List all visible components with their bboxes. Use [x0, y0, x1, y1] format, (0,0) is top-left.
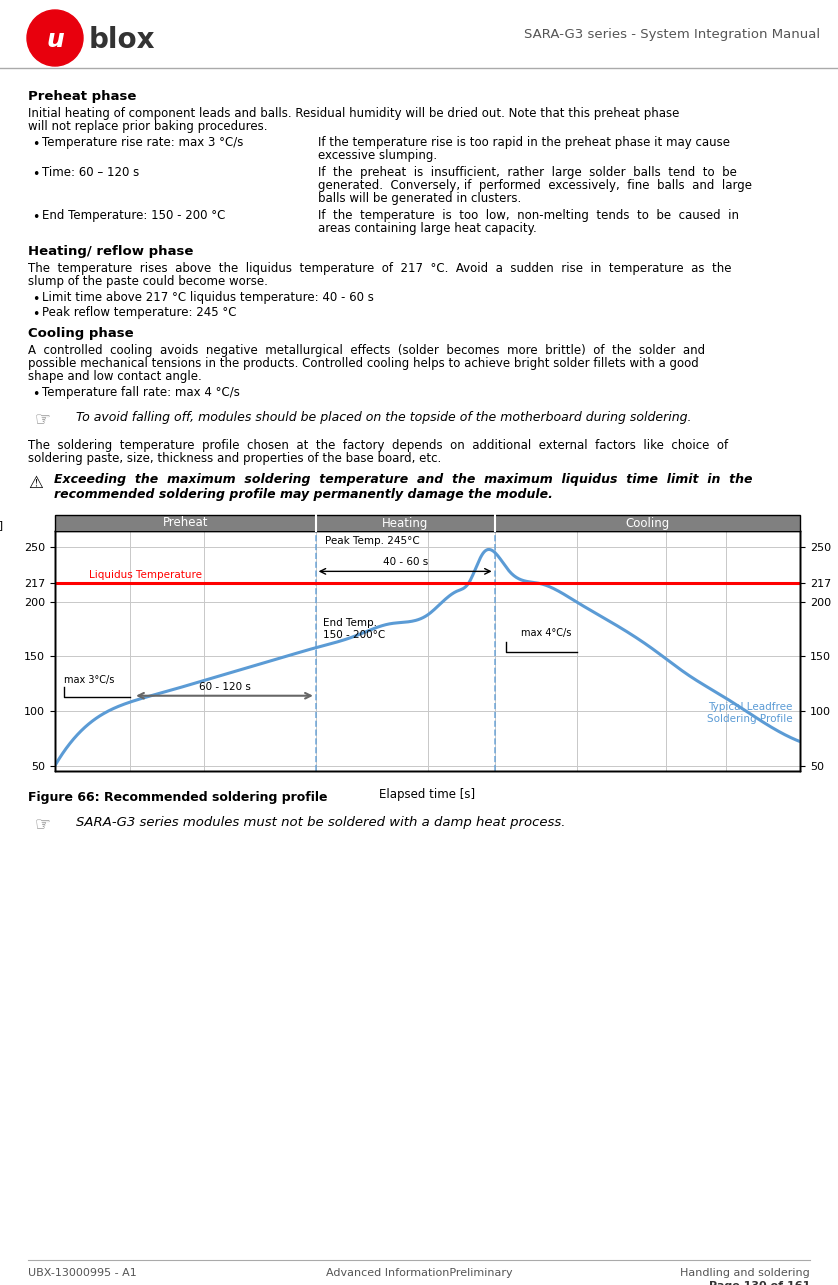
Text: UBX-13000995 - A1: UBX-13000995 - A1 [28, 1268, 137, 1279]
Text: ☞: ☞ [34, 815, 50, 833]
Text: max 3°C/s: max 3°C/s [64, 675, 114, 685]
Text: Exceeding  the  maximum  soldering  temperature  and  the  maximum  liquidus  ti: Exceeding the maximum soldering temperat… [54, 473, 753, 486]
Text: Heating: Heating [382, 517, 428, 529]
Text: •: • [32, 388, 39, 401]
Text: ⚠: ⚠ [28, 474, 43, 492]
Text: Preheat phase: Preheat phase [28, 90, 137, 103]
Text: Preheat: Preheat [163, 517, 208, 529]
Text: SARA-G3 series modules must not be soldered with a damp heat process.: SARA-G3 series modules must not be solde… [76, 816, 566, 829]
Text: u: u [46, 28, 64, 51]
Text: To avoid falling off, modules should be placed on the topside of the motherboard: To avoid falling off, modules should be … [76, 411, 691, 424]
Text: Advanced InformationPreliminary: Advanced InformationPreliminary [326, 1268, 512, 1279]
Text: balls will be generated in clusters.: balls will be generated in clusters. [318, 191, 521, 206]
Text: Temperature rise rate: max 3 °C/s: Temperature rise rate: max 3 °C/s [42, 136, 243, 149]
Text: The  temperature  rises  above  the  liquidus  temperature  of  217  °C.  Avoid : The temperature rises above the liquidus… [28, 262, 732, 275]
Text: End Temperature: 150 - 200 °C: End Temperature: 150 - 200 °C [42, 209, 225, 222]
Text: soldering paste, size, thickness and properties of the base board, etc.: soldering paste, size, thickness and pro… [28, 452, 442, 465]
Text: possible mechanical tensions in the products. Controlled cooling helps to achiev: possible mechanical tensions in the prod… [28, 357, 699, 370]
Text: Elapsed time [s]: Elapsed time [s] [380, 788, 475, 801]
Text: Page 130 of 161: Page 130 of 161 [709, 1281, 810, 1285]
Text: Liquidus Temperature: Liquidus Temperature [89, 571, 201, 580]
Text: 40 - 60 s: 40 - 60 s [382, 556, 427, 567]
Text: Handling and soldering: Handling and soldering [680, 1268, 810, 1279]
Text: If  the  temperature  is  too  low,  non-melting  tends  to  be  caused  in: If the temperature is too low, non-melti… [318, 209, 739, 222]
Text: recommended soldering profile may permanently damage the module.: recommended soldering profile may perman… [54, 488, 553, 501]
Text: blox: blox [89, 26, 156, 54]
Text: Cooling phase: Cooling phase [28, 326, 133, 341]
Text: Initial heating of component leads and balls. Residual humidity will be dried ou: Initial heating of component leads and b… [28, 107, 680, 120]
Text: Cooling: Cooling [625, 517, 670, 529]
Text: If  the  preheat  is  insufficient,  rather  large  solder  balls  tend  to  be: If the preheat is insufficient, rather l… [318, 166, 737, 179]
Text: •: • [32, 293, 39, 306]
Text: areas containing large heat capacity.: areas containing large heat capacity. [318, 222, 537, 235]
Text: Limit time above 217 °C liquidus temperature: 40 - 60 s: Limit time above 217 °C liquidus tempera… [42, 290, 374, 305]
Text: The  soldering  temperature  profile  chosen  at  the  factory  depends  on  add: The soldering temperature profile chosen… [28, 439, 728, 452]
Text: A  controlled  cooling  avoids  negative  metallurgical  effects  (solder  becom: A controlled cooling avoids negative met… [28, 344, 705, 357]
Text: will not replace prior baking procedures.: will not replace prior baking procedures… [28, 120, 267, 134]
Text: •: • [32, 308, 39, 321]
Text: excessive slumping.: excessive slumping. [318, 149, 437, 162]
Text: •: • [32, 137, 39, 152]
Text: Peak reflow temperature: 245 °C: Peak reflow temperature: 245 °C [42, 306, 236, 319]
Text: SARA-G3 series - System Integration Manual: SARA-G3 series - System Integration Manu… [524, 28, 820, 41]
Text: ☞: ☞ [34, 410, 50, 428]
Text: 60 - 120 s: 60 - 120 s [199, 682, 251, 693]
Text: generated.  Conversely, if  performed  excessively,  fine  balls  and  large: generated. Conversely, if performed exce… [318, 179, 752, 191]
Text: Typical Leadfree
Soldering Profile: Typical Leadfree Soldering Profile [707, 703, 793, 723]
Text: slump of the paste could become worse.: slump of the paste could become worse. [28, 275, 268, 288]
Text: Heating/ reflow phase: Heating/ reflow phase [28, 245, 194, 258]
Text: End Temp.
150 - 200°C: End Temp. 150 - 200°C [323, 618, 385, 640]
Text: shape and low contact angle.: shape and low contact angle. [28, 370, 202, 383]
Circle shape [27, 10, 83, 66]
Text: [°C]: [°C] [0, 520, 3, 529]
Text: •: • [32, 211, 39, 224]
Text: If the temperature rise is too rapid in the preheat phase it may cause: If the temperature rise is too rapid in … [318, 136, 730, 149]
Text: Time: 60 – 120 s: Time: 60 – 120 s [42, 166, 139, 179]
Text: Temperature fall rate: max 4 °C/s: Temperature fall rate: max 4 °C/s [42, 386, 240, 400]
Text: Figure 66: Recommended soldering profile: Figure 66: Recommended soldering profile [28, 792, 328, 804]
Text: max 4°C/s: max 4°C/s [520, 628, 571, 637]
Text: Peak Temp. 245°C: Peak Temp. 245°C [324, 536, 420, 546]
Text: •: • [32, 168, 39, 181]
